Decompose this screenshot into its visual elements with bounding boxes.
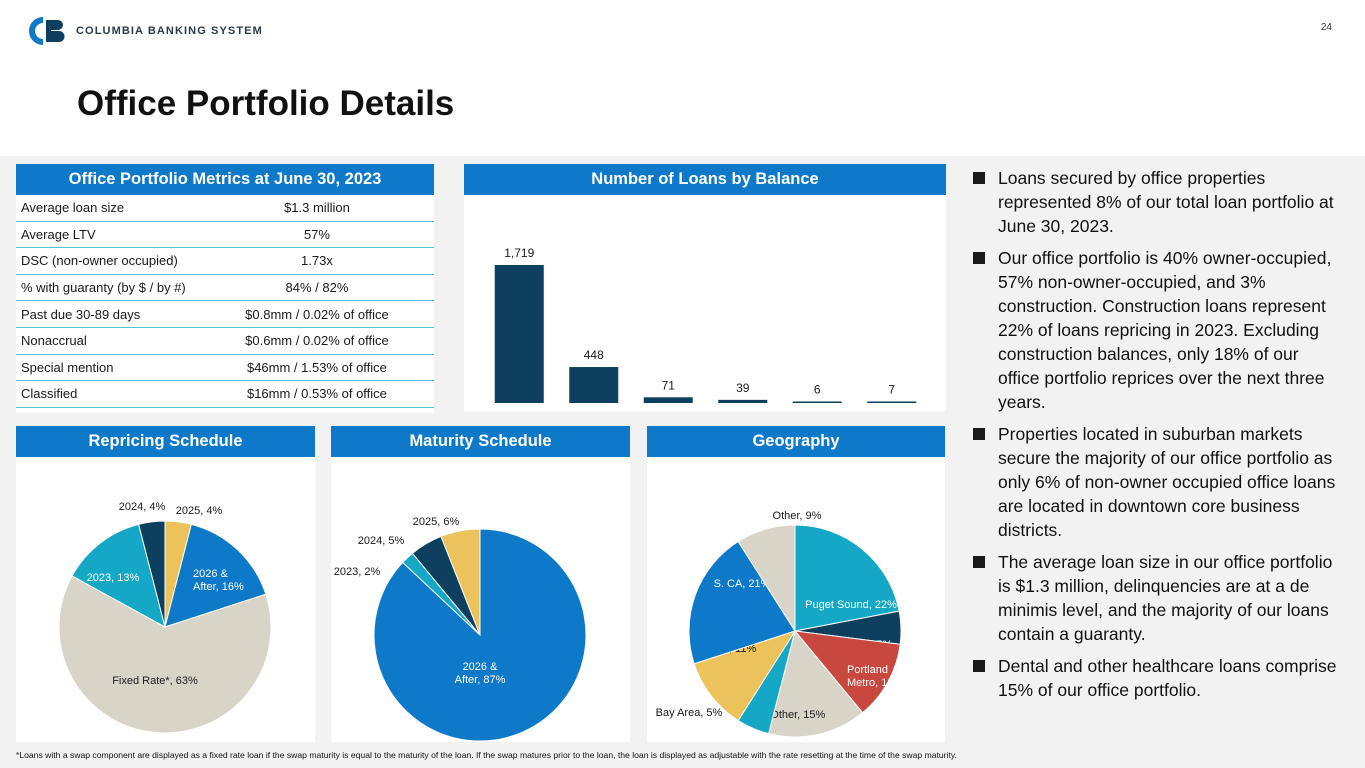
metric-label: Special mention [16,354,200,382]
metric-value: $1.3 million [199,195,434,222]
metric-value: $0.8mm / 0.02% of office [199,300,434,328]
bar-1 [569,367,619,403]
metric-value: $16mm / 0.53% of office [199,380,434,408]
metrics-table: Average loan size $1.3 million Average LTV… [16,195,434,408]
pie-slice-label: Puget Sound, 22% [805,599,897,611]
bullet-text: Properties located in suburban markets s… [998,424,1336,540]
bar-value-label: 448 [584,348,604,362]
bar-value-label: 6 [814,383,821,397]
pie-slice-label: 2024, 4% [119,501,166,513]
pie-slice [440,528,481,636]
pie-slice [138,520,166,628]
bullet-item: Properties located in suburban markets s… [972,422,1342,542]
pie-slice [693,630,797,722]
cb-logo-icon [29,17,65,45]
metric-value: $0.6mm / 0.02% of office [199,327,434,355]
page-number: 24 [1320,22,1332,33]
metrics-row: DSC (non-owner occupied) 1.73x [16,247,434,275]
pie-slice [794,524,900,632]
bullet-item: Our office portfolio is 40% owner-occupi… [972,246,1342,414]
pie-slice-label: Bay Area, 5% [656,707,723,719]
metric-value: 57% [199,221,434,249]
metric-value: 1.73x [199,247,434,275]
pie-slice [164,523,267,628]
metrics-row: Classified $16mm / 0.53% of office [16,380,434,408]
bar-0 [494,265,544,403]
square-bullet-icon [973,252,985,264]
pie-slice-label: Fixed Rate*, 63% [112,675,198,687]
bullet-text: The average loan size in our office port… [998,552,1333,644]
pie-slice-label: 2025, 6% [413,516,460,528]
metric-label: % with guaranty (by $ / by #) [16,274,200,302]
metrics-row: Average loan size $1.3 million [16,195,434,222]
metrics-row: Nonaccrual $0.6mm / 0.02% of office [16,327,434,355]
pie-slice-label: Other, 9% [773,510,822,522]
pie-slice [58,575,272,734]
slide-header: COLUMBIA BANKING SYSTEM 24 Office Portfo… [0,0,1365,156]
geography-pie-chart: Puget Sound, 22%WA Other, 5%PortlandMetr… [656,510,903,738]
bar-value-label: 7 [888,383,895,397]
bullet-item: Loans secured by office properties repre… [972,166,1342,238]
repricing-panel: Repricing Schedule 2025, 4% 2026 & After, … [16,426,315,742]
repricing-pie-chart: 2025, 4% 2026 & After, 16% Fixed Rate*, 63%… [58,501,272,734]
bar-3 [718,399,768,403]
bar-5 [867,401,917,403]
metric-value: $46mm / 1.53% of office [199,354,434,382]
pie-slice-label: 2026 & After, 16% [193,568,244,593]
square-bullet-icon [973,172,985,184]
loans-by-balance-panel: Number of Loans by Balance 1,719<$1mm448… [464,164,946,427]
square-bullet-icon [973,428,985,440]
bar-value-label: 1,719 [504,246,534,260]
square-bullet-icon [973,556,985,568]
pie-slice-label: 2026 & After, 87% [455,661,506,686]
repricing-heading: Repricing Schedule [16,426,315,457]
metric-label: Average LTV [16,221,200,249]
metrics-panel: Office Portfolio Metrics at June 30, 202… [16,164,434,413]
bar-value-label: 39 [736,381,750,395]
pie-slice [688,540,796,665]
metrics-row: Special mention $46mm / 1.53% of office [16,354,434,382]
metrics-heading: Office Portfolio Metrics at June 30, 202… [16,164,434,195]
pie-slice [793,630,901,714]
logo-text: COLUMBIA BANKING SYSTEM [76,25,263,37]
metric-label: Past due 30-89 days [16,300,200,328]
maturity-panel: Maturity Schedule 2026 & After, 87% 2023, … [331,426,630,742]
metric-label: Average loan size [16,195,200,222]
footnote: *Loans with a swap component are display… [16,750,957,760]
metric-label: Classified [16,380,200,408]
pie-slice-label: S. CA, 21% [714,578,771,590]
pie-slice-label: Portland Metro, 12% [847,664,903,689]
maturity-pie-chart: 2026 & After, 87% 2023, 2% 2024, 5% 2025, 6% [334,516,587,742]
pie-slice [768,629,864,738]
bullet-text: Our office portfolio is 40% owner-occupi… [998,248,1332,412]
bar-value-label: 71 [662,378,676,392]
bullet-text: Dental and other healthcare loans compri… [998,656,1337,700]
square-bullet-icon [973,660,985,672]
loans-by-balance-heading: Number of Loans by Balance [464,164,946,195]
company-logo: COLUMBIA BANKING SYSTEM [26,16,263,46]
geography-heading: Geography [647,426,945,457]
loans-by-balance-chart: 1,719<$1mm448$1-5mm71$5-10mm39$10-20mm6$… [494,246,917,427]
pie-slice [71,523,166,628]
pie-slice-label: 2023, 13% [87,572,140,584]
metrics-row: Past due 30-89 days $0.8mm / 0.02% of off… [16,300,434,328]
metric-label: Nonaccrual [16,327,200,355]
bullet-list: Loans secured by office properties repre… [972,166,1342,710]
metric-value: 84% / 82% [199,274,434,302]
bar-2 [643,397,693,403]
bar-4 [792,401,842,403]
pie-slice-label: 2023, 2% [334,566,381,578]
bullet-item: The average loan size in our office port… [972,550,1342,646]
page-title: Office Portfolio Details [77,84,455,123]
bullet-text: Loans secured by office properties repre… [998,168,1334,236]
geography-panel: Geography Puget Sound, 22%WA Other, 5%Po… [647,426,945,742]
metric-label: DSC (non-owner occupied) [16,247,200,275]
bullet-item: Dental and other healthcare loans compri… [972,654,1342,702]
metrics-row: Average LTV 57% [16,221,434,249]
maturity-heading: Maturity Schedule [331,426,630,457]
pie-slice-label: 2025, 4% [176,505,223,517]
metrics-row: % with guaranty (by $ / by #) 84% / 82% [16,274,434,302]
pie-slice [737,524,796,633]
pie-slice-label: 2024, 5% [358,535,405,547]
